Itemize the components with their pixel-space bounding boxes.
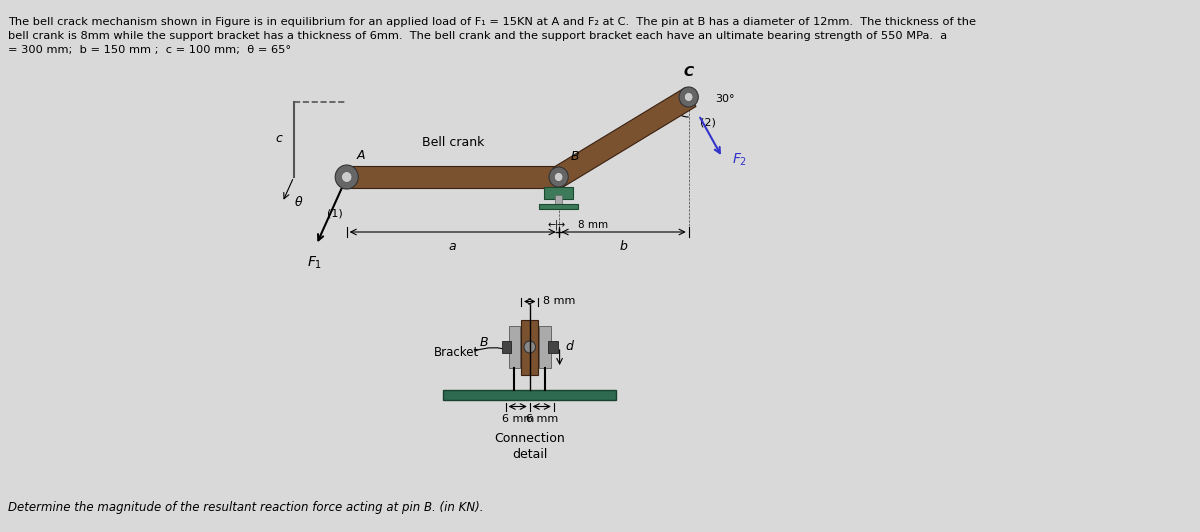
Text: b: b bbox=[619, 240, 628, 253]
Circle shape bbox=[679, 87, 698, 107]
Text: 6 mm: 6 mm bbox=[526, 413, 558, 423]
Text: Connection
detail: Connection detail bbox=[494, 431, 565, 461]
Bar bbox=[554, 195, 563, 205]
Text: Determine the magnitude of the resultant reaction force acting at pin B. (in KN): Determine the magnitude of the resultant… bbox=[7, 501, 484, 514]
Polygon shape bbox=[342, 166, 564, 188]
Bar bbox=[521, 320, 539, 375]
Bar bbox=[443, 389, 617, 400]
Text: $F_2$: $F_2$ bbox=[732, 152, 748, 168]
Bar bbox=[544, 187, 574, 199]
Bar bbox=[539, 326, 551, 368]
Text: a: a bbox=[449, 240, 456, 253]
Text: B: B bbox=[480, 336, 488, 348]
Text: d: d bbox=[565, 340, 574, 353]
Text: 8 mm: 8 mm bbox=[544, 296, 576, 306]
Polygon shape bbox=[553, 88, 696, 186]
Circle shape bbox=[684, 93, 692, 102]
Circle shape bbox=[550, 167, 569, 187]
Text: A: A bbox=[356, 149, 365, 162]
Bar bbox=[539, 204, 578, 209]
Text: $\leftarrow\!\!|\!\!\rightarrow$: $\leftarrow\!\!|\!\!\rightarrow$ bbox=[546, 218, 566, 232]
Text: C: C bbox=[684, 65, 694, 79]
Circle shape bbox=[335, 165, 359, 189]
Text: c: c bbox=[275, 132, 282, 145]
Text: 8 mm: 8 mm bbox=[578, 220, 608, 230]
Text: Bell crank: Bell crank bbox=[421, 136, 484, 149]
Text: B: B bbox=[570, 150, 578, 163]
Bar bbox=[548, 341, 558, 353]
Circle shape bbox=[342, 172, 352, 182]
Text: (1): (1) bbox=[328, 209, 343, 219]
Text: 6 mm: 6 mm bbox=[502, 413, 534, 423]
Bar bbox=[509, 326, 520, 368]
Text: The bell crack mechanism shown in Figure is in equilibrium for an applied load o: The bell crack mechanism shown in Figure… bbox=[7, 17, 976, 55]
Text: $F_1$: $F_1$ bbox=[306, 254, 322, 271]
Circle shape bbox=[524, 341, 535, 353]
Text: $\theta$: $\theta$ bbox=[294, 195, 304, 209]
Text: 30°: 30° bbox=[715, 94, 736, 104]
Text: (2): (2) bbox=[701, 117, 716, 127]
Text: Bracket: Bracket bbox=[433, 345, 479, 359]
Bar bbox=[502, 341, 511, 353]
Circle shape bbox=[554, 172, 563, 181]
